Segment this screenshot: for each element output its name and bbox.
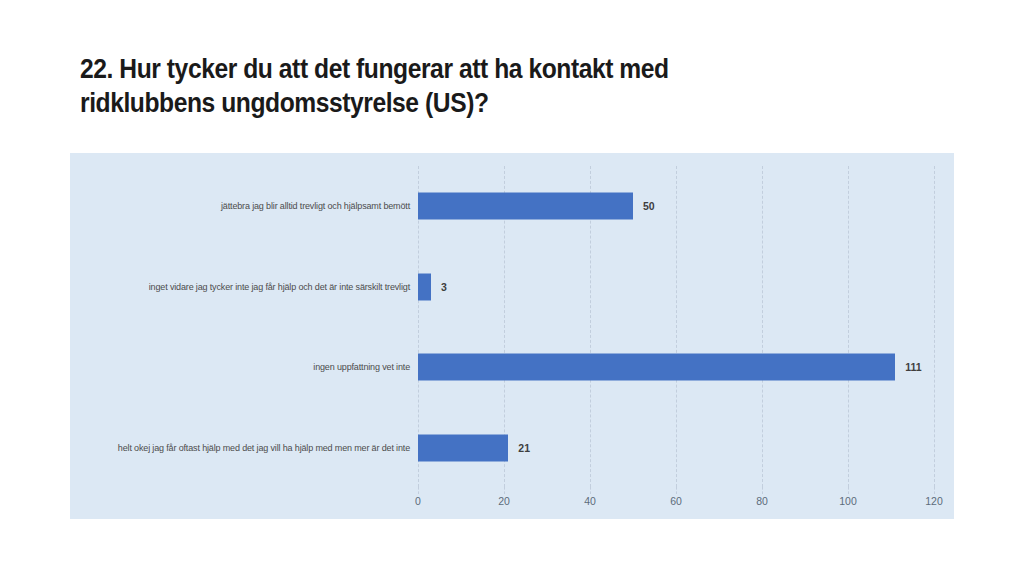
question-title-line2: ridklubbens ungdomsstyrelse (US)? [80, 86, 669, 120]
x-axis-tick-label: 60 [670, 495, 682, 507]
x-axis-tickmark [590, 487, 591, 494]
x-axis-tick-label: 80 [756, 495, 768, 507]
survey-results-slide: 22. Hur tycker du att det fungerar att h… [0, 0, 1024, 576]
x-axis: 0 20 40 60 80 100 120 [70, 153, 954, 519]
question-title-line1: 22. Hur tycker du att det fungerar att h… [80, 52, 669, 86]
chart-panel: jättebra jag blir alltid trevligt och hj… [70, 153, 954, 519]
x-axis-tickmark [504, 487, 505, 494]
x-axis-tickmark [848, 487, 849, 494]
x-axis-tickmark [934, 487, 935, 494]
question-title: 22. Hur tycker du att det fungerar att h… [80, 52, 669, 120]
x-axis-tickmark [418, 487, 419, 494]
x-axis-tickmark [762, 487, 763, 494]
x-axis-tick-label: 0 [415, 495, 421, 507]
x-axis-tickmark [676, 487, 677, 494]
x-axis-tick-label: 40 [584, 495, 596, 507]
x-axis-tick-label: 100 [839, 495, 857, 507]
x-axis-tick-label: 20 [498, 495, 510, 507]
x-axis-tick-label: 120 [925, 495, 943, 507]
